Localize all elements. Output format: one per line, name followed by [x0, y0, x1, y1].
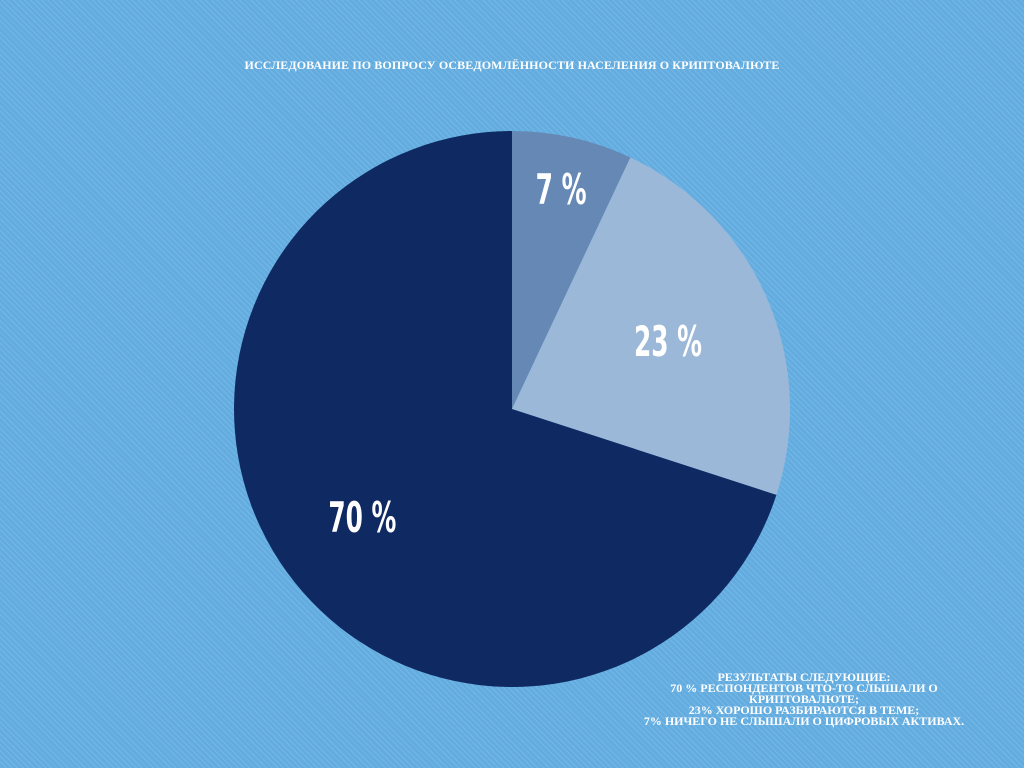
notes-line: 23% ХОРОШО РАЗБИРАЮТСЯ В ТЕМЕ; — [688, 703, 920, 717]
slice-label-7: 7 % — [536, 165, 587, 214]
slice-label-23: 23 % — [634, 317, 702, 366]
slice-label-70: 70 % — [328, 493, 396, 542]
notes-line: КРИПТОВАЛЮТЕ; — [749, 692, 859, 706]
pie-labels: 7 % 23 % 70 % — [328, 165, 702, 542]
pie-slices — [234, 131, 790, 688]
chart-title: ИССЛЕДОВАНИЕ ПО ВОПРОСУ ОСВЕДОМЛЁННОСТИ … — [244, 58, 780, 72]
notes-line: 70 % РЕСПОНДЕНТОВ ЧТО-ТО СЛЫШАЛИ О — [670, 681, 938, 695]
pie-slice-23 — [512, 157, 790, 495]
pie-slice-7 — [512, 131, 631, 409]
notes-line: РЕЗУЛЬТАТЫ СЛЕДУЮЩИЕ: — [717, 670, 891, 684]
notes-line: 7% НИЧЕГО НЕ СЛЫШАЛИ О ЦИФРОВЫХ АКТИВАХ. — [643, 714, 965, 728]
pie-slice-70 — [234, 131, 777, 688]
results-notes: РЕЗУЛЬТАТЫ СЛЕДУЮЩИЕ: 70 % РЕСПОНДЕНТОВ … — [604, 670, 1004, 728]
